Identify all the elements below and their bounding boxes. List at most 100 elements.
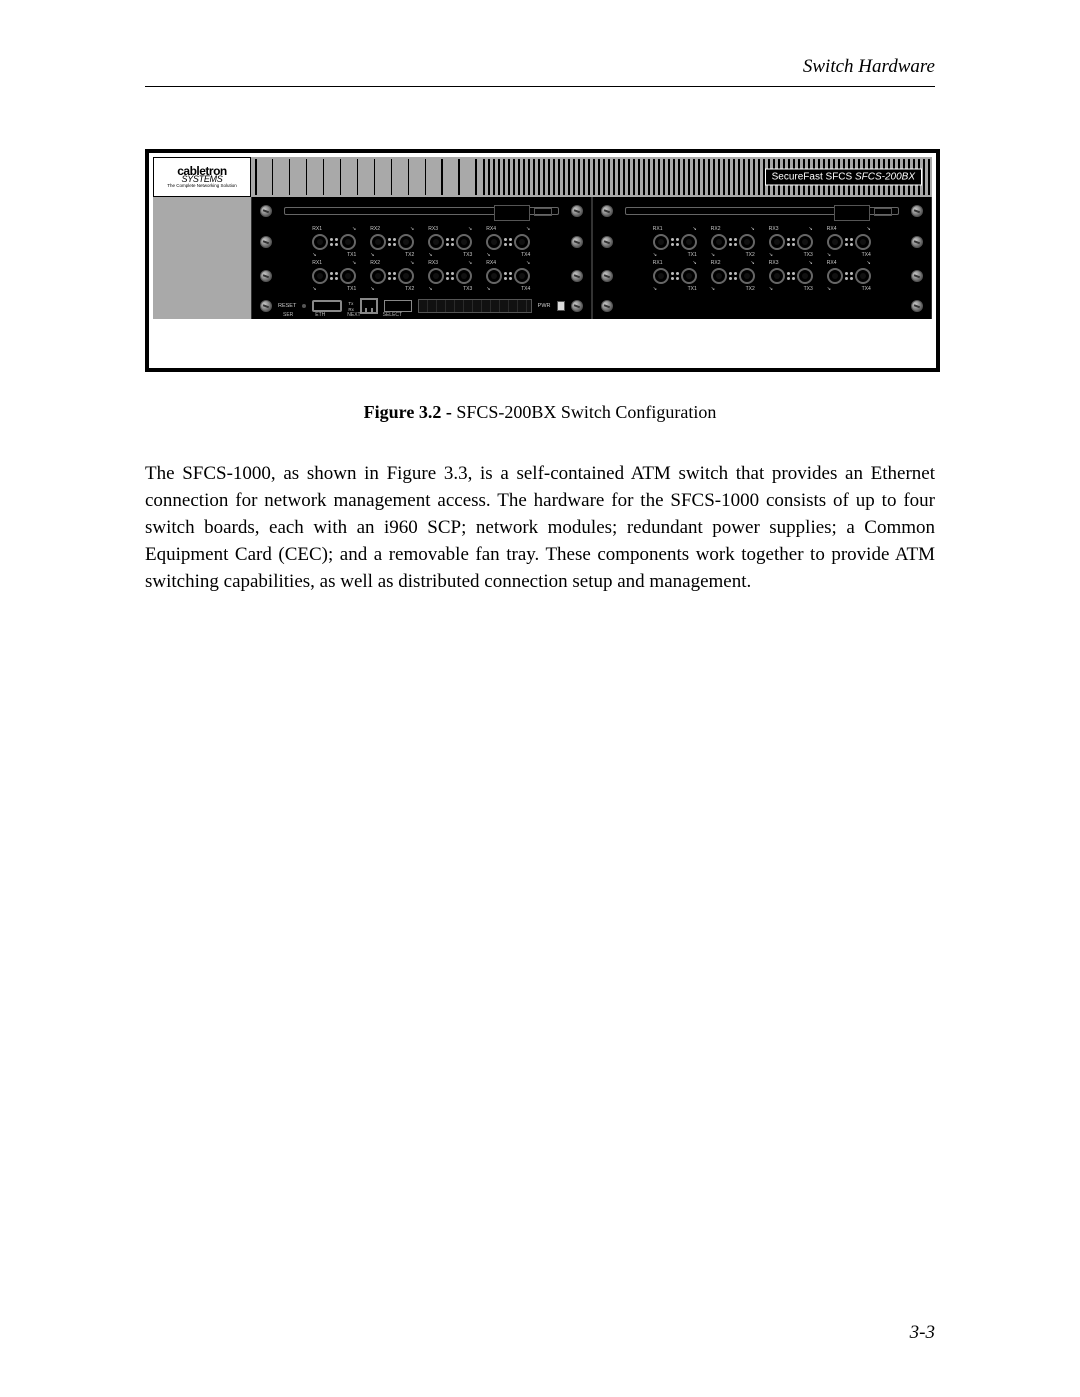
fiber-jack-icon	[769, 234, 785, 250]
tx-label: TX1	[688, 252, 697, 258]
led-icon	[845, 272, 853, 280]
tx-label: TX2	[405, 286, 414, 292]
body-paragraph: The SFCS-1000, as shown in Figure 3.3, i…	[145, 461, 935, 596]
figure-caption: Figure 3.2 - SFCS-200BX Switch Configura…	[145, 402, 935, 423]
fiber-jack-icon	[827, 234, 843, 250]
fiber-jack-icon	[711, 234, 727, 250]
fiber-jack-icon	[681, 268, 697, 284]
port-group: RX4↘ ↘TX4	[827, 268, 871, 284]
fiber-jack-icon	[827, 268, 843, 284]
fiber-jack-icon	[370, 268, 386, 284]
screw-icon	[601, 205, 613, 217]
screw-icon	[911, 205, 923, 217]
fiber-jack-icon	[340, 268, 356, 284]
rx-label: RX1	[653, 226, 663, 232]
top-vents: SecureFast SFCS SFCS-200BX	[251, 157, 932, 197]
screw-icon	[260, 236, 272, 248]
lcd-display-icon	[418, 299, 532, 313]
port-group: RX2↘ ↘TX2	[711, 234, 755, 250]
fiber-jack-icon	[514, 234, 530, 250]
fiber-jack-icon	[456, 268, 472, 284]
reset-pinhole-icon	[302, 304, 306, 308]
screw-icon	[260, 205, 272, 217]
port-group: RX4↘ ↘TX4	[486, 234, 530, 250]
fiber-jack-icon	[739, 234, 755, 250]
figure-switch-diagram: cabletron SYSTEMS The Complete Networkin…	[145, 149, 940, 372]
next-label: NEXT	[347, 312, 360, 318]
port-module-2r: RX1↘ ↘TX1 RX2↘ ↘TX2 RX3↘ ↘TX3	[592, 259, 933, 293]
power-led-icon	[557, 301, 565, 311]
fiber-jack-icon	[398, 268, 414, 284]
led-icon	[504, 272, 512, 280]
model-name: SFCS-200BX	[855, 172, 915, 183]
tx-led-label: Tx	[348, 301, 354, 306]
tx-label: TX3	[463, 286, 472, 292]
fiber-jack-icon	[370, 234, 386, 250]
fiber-jack-icon	[398, 234, 414, 250]
port-group: RX1↘ ↘TX1	[312, 234, 356, 250]
screw-icon	[571, 270, 583, 282]
rx-led-label: Rx	[348, 307, 354, 312]
fiber-jack-icon	[312, 268, 328, 284]
fiber-jack-icon	[428, 268, 444, 284]
rx-label: RX3	[428, 260, 438, 266]
port-group: RX1↘ ↘TX1	[653, 268, 697, 284]
port-group: RX3↘ ↘TX3	[769, 268, 813, 284]
rx-label: RX3	[428, 226, 438, 232]
port-module-1r: RX1↘ ↘TX1 RX2↘ ↘TX2 RX3↘ ↘TX3	[592, 225, 933, 259]
tx-label: TX2	[746, 286, 755, 292]
rx-label: RX4	[827, 260, 837, 266]
led-icon	[787, 238, 795, 246]
tx-label: TX2	[405, 252, 414, 258]
screw-icon	[571, 205, 583, 217]
tx-label: TX3	[463, 252, 472, 258]
port-group: RX1↘ ↘TX1	[312, 268, 356, 284]
port-module-1l: RX1↘ ↘TX1 RX2↘ ↘TX2	[251, 225, 592, 259]
led-icon	[787, 272, 795, 280]
fiber-jack-icon	[456, 234, 472, 250]
screw-icon	[601, 300, 613, 312]
card-slot	[625, 207, 900, 215]
rx-label: RX4	[827, 226, 837, 232]
rx-label: RX4	[486, 260, 496, 266]
tx-label: TX3	[804, 252, 813, 258]
led-icon	[446, 238, 454, 246]
tx-label: TX4	[862, 252, 871, 258]
fiber-jack-icon	[653, 234, 669, 250]
rx-label: RX4	[486, 226, 496, 232]
fiber-jack-icon	[855, 234, 871, 250]
led-icon	[388, 238, 396, 246]
screw-icon	[601, 236, 613, 248]
model-prefix: SecureFast SFCS	[772, 172, 855, 183]
led-icon	[504, 238, 512, 246]
reset-label: RESET	[278, 303, 296, 309]
fiber-jack-icon	[769, 268, 785, 284]
screw-icon	[571, 300, 583, 312]
led-icon	[330, 272, 338, 280]
screw-icon	[260, 270, 272, 282]
port-module-2l: RX1↘ ↘TX1 RX2↘ ↘TX2 RX3↘ ↘TX3	[251, 259, 592, 293]
rx-label: RX1	[312, 260, 322, 266]
fiber-jack-icon	[486, 268, 502, 284]
led-icon	[446, 272, 454, 280]
screw-icon	[571, 236, 583, 248]
rx-label: RX2	[711, 226, 721, 232]
rx-label: RX3	[769, 226, 779, 232]
fiber-jack-icon	[428, 234, 444, 250]
rx-label: RX2	[370, 226, 380, 232]
rx-label: RX1	[312, 226, 322, 232]
tx-label: TX4	[862, 286, 871, 292]
fiber-jack-icon	[797, 268, 813, 284]
led-icon	[729, 238, 737, 246]
fiber-jack-icon	[797, 234, 813, 250]
tx-label: TX2	[746, 252, 755, 258]
led-icon	[671, 272, 679, 280]
logo-tagline: The Complete Networking Solution	[167, 184, 237, 188]
fiber-jack-icon	[653, 268, 669, 284]
port-group: RX1↘ ↘TX1	[653, 234, 697, 250]
screw-icon	[911, 270, 923, 282]
tx-label: TX4	[521, 286, 530, 292]
fiber-jack-icon	[681, 234, 697, 250]
led-icon	[729, 272, 737, 280]
section-header: Switch Hardware	[145, 56, 935, 87]
